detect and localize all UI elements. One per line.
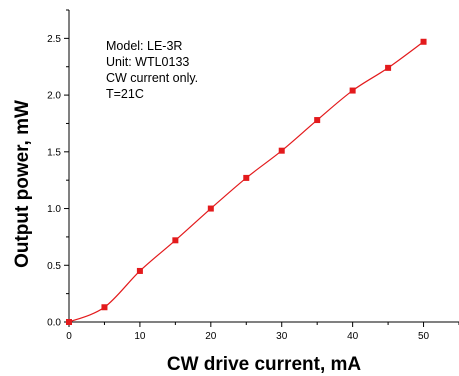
annotations: Model: LE-3R Unit: WTL0133 CW current on…: [106, 39, 198, 101]
data-point: [243, 174, 250, 181]
y-tick-label: 1.0: [47, 204, 61, 215]
data-point: [349, 87, 356, 94]
annotation-unit: Unit: WTL0133: [106, 55, 189, 69]
x-axis-title: CW drive current, mA: [167, 354, 362, 375]
data-point: [172, 237, 179, 244]
y-tick-label: 0.5: [47, 261, 61, 272]
data-point: [136, 267, 143, 274]
data-point: [278, 147, 285, 154]
data-point: [207, 205, 214, 212]
data-point: [385, 64, 392, 71]
annotation-cw: CW current only.: [106, 71, 198, 85]
data-point: [314, 117, 321, 124]
annotation-temp: T=21C: [106, 87, 144, 101]
x-tick-label: 30: [276, 331, 288, 342]
y-tick-label: 1.5: [47, 147, 61, 158]
x-tick-label: 0: [66, 331, 72, 342]
y-tick-label: 0.0: [47, 318, 61, 329]
y-tick-label: 2.5: [47, 34, 61, 45]
axes: [68, 10, 459, 323]
data-point: [101, 304, 108, 311]
data-point: [66, 319, 72, 325]
x-tick-label: 10: [134, 331, 146, 342]
annotation-model: Model: LE-3R: [106, 39, 182, 53]
y-axis-title: Output power, mW: [12, 100, 33, 268]
y-tick-label: 2.0: [47, 91, 61, 102]
x-tick-label: 20: [205, 331, 217, 342]
data-point: [420, 38, 427, 45]
x-tick-label: 40: [347, 331, 359, 342]
ticks: 0 10 20 30 40 50 0.0 0.5 1.0 1.5 2.0 2.5: [47, 9, 459, 342]
x-tick-label: 50: [418, 331, 430, 342]
series-layer: [66, 38, 427, 325]
